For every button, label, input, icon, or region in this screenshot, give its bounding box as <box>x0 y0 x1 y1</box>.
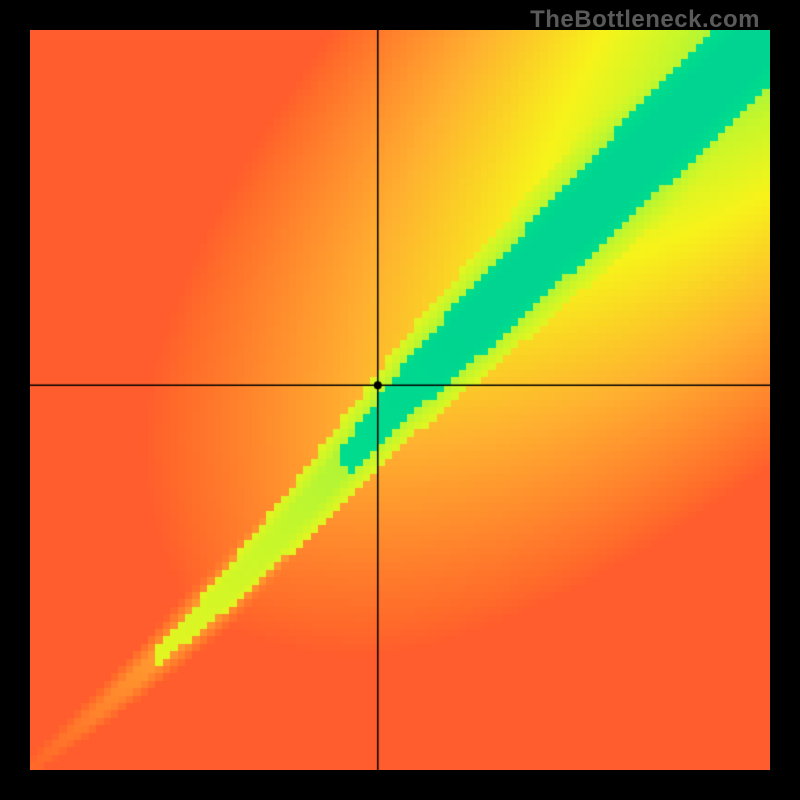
chart-container: TheBottleneck.com <box>0 0 800 800</box>
heatmap-canvas <box>30 30 770 770</box>
